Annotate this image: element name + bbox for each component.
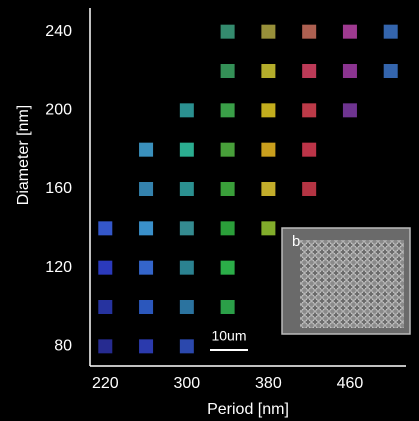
x-tick-label: 300 xyxy=(173,375,200,392)
pixel-square xyxy=(180,261,194,275)
pixel-square xyxy=(221,103,235,117)
y-tick-label: 240 xyxy=(45,23,72,40)
x-axis-label: Period [nm] xyxy=(207,401,289,418)
pixel-square xyxy=(302,103,316,117)
pixel-square xyxy=(221,221,235,235)
pixel-square xyxy=(302,182,316,196)
pixel-square xyxy=(139,300,153,314)
pixel-square xyxy=(98,300,112,314)
pixel-square xyxy=(221,143,235,157)
pixel-square xyxy=(221,261,235,275)
pixel-square xyxy=(384,64,398,78)
pixel-square xyxy=(384,25,398,39)
y-tick-label: 80 xyxy=(54,338,72,355)
x-tick-label: 460 xyxy=(337,375,364,392)
pixel-square xyxy=(343,64,357,78)
pixel-square xyxy=(98,339,112,353)
inset: b xyxy=(282,228,410,334)
x-tick-label: 220 xyxy=(92,375,119,392)
pixel-square xyxy=(221,64,235,78)
y-tick-label: 120 xyxy=(45,259,72,276)
y-tick-label: 200 xyxy=(45,102,72,119)
pixel-square xyxy=(139,261,153,275)
pixel-square xyxy=(302,25,316,39)
y-tick-label: 160 xyxy=(45,180,72,197)
pixel-square xyxy=(180,182,194,196)
pixel-square xyxy=(98,221,112,235)
inset-label: b xyxy=(292,233,300,250)
x-tick-label: 380 xyxy=(255,375,282,392)
pixel-square xyxy=(139,339,153,353)
pixel-square xyxy=(180,300,194,314)
pixel-square xyxy=(302,64,316,78)
chart: Period [nm] Diameter [nm] b 10um 220 300 3… xyxy=(0,0,419,421)
pixel-square xyxy=(180,339,194,353)
pixel-square xyxy=(302,143,316,157)
pixel-square xyxy=(221,300,235,314)
pixel-square xyxy=(98,261,112,275)
pixel-square xyxy=(261,182,275,196)
pixel-square xyxy=(139,143,153,157)
pixel-square xyxy=(343,25,357,39)
pixel-square xyxy=(261,25,275,39)
pixel-square xyxy=(221,25,235,39)
pixel-square xyxy=(180,221,194,235)
pixel-square xyxy=(343,103,357,117)
pixel-square xyxy=(180,143,194,157)
pixel-square xyxy=(139,182,153,196)
pixel-square xyxy=(261,221,275,235)
y-axis-label: Diameter [nm] xyxy=(15,105,32,205)
pixel-square xyxy=(261,103,275,117)
pixel-square xyxy=(139,221,153,235)
pixel-square xyxy=(261,64,275,78)
scale-bar-label: 10um xyxy=(211,328,246,344)
pixel-square xyxy=(261,143,275,157)
pixel-square xyxy=(221,182,235,196)
inset-image xyxy=(300,240,404,328)
pixel-square xyxy=(180,103,194,117)
